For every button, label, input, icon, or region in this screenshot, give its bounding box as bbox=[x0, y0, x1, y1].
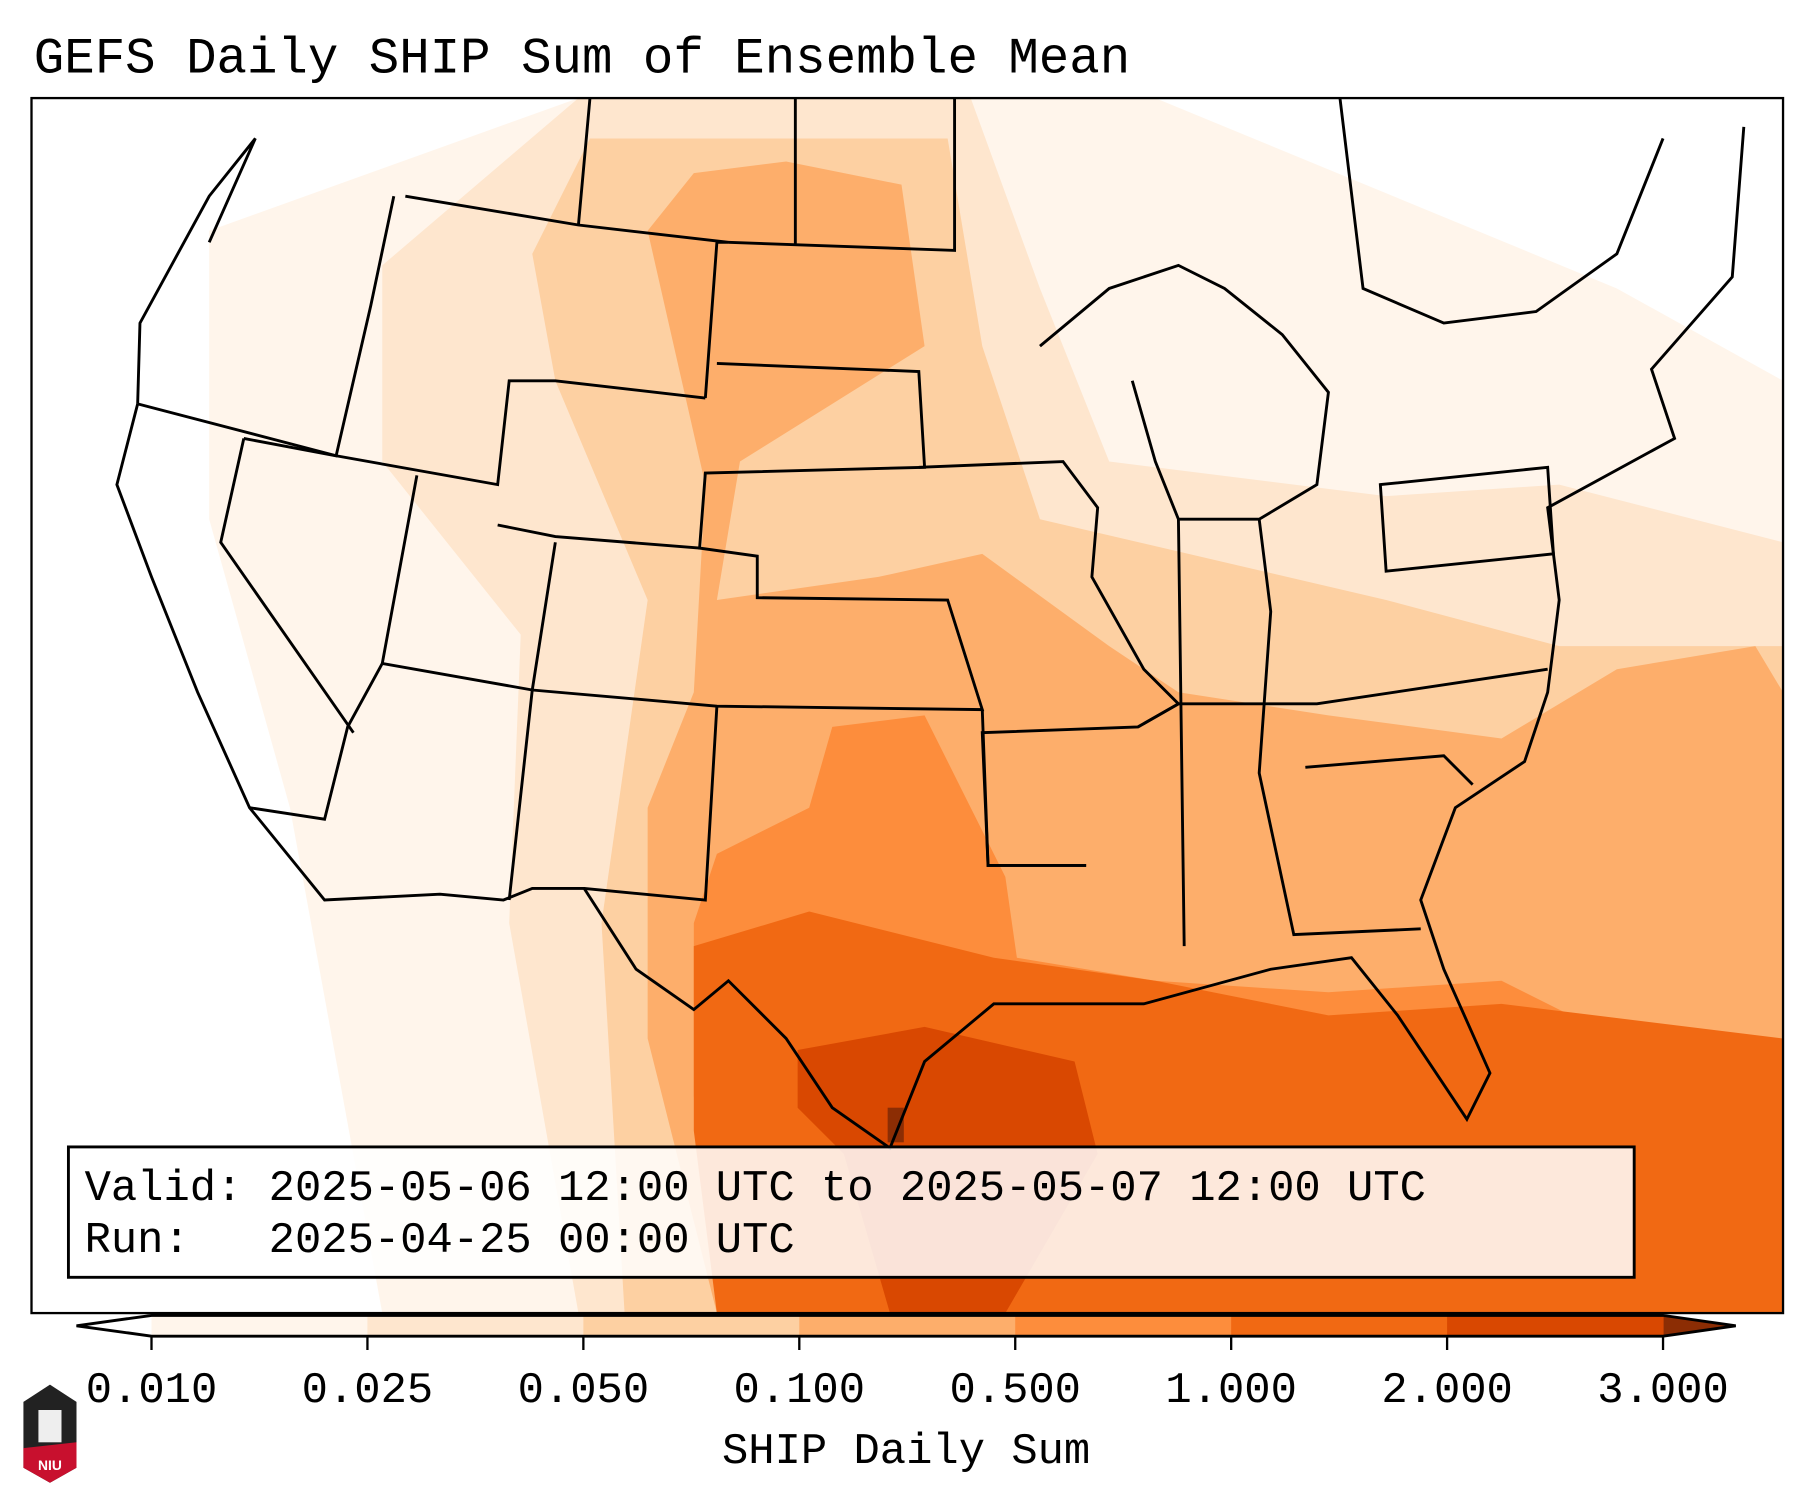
colorbar-tick-label: 1.000 bbox=[1165, 1367, 1297, 1416]
colorbar-tick-label: 0.100 bbox=[734, 1367, 866, 1416]
state-borders bbox=[115, 98, 1746, 1151]
colorbar-tick-label: 0.025 bbox=[302, 1367, 434, 1416]
run-time-text: Run: 2025-04-25 00:00 UTC bbox=[85, 1217, 795, 1266]
niu-logo: NIU bbox=[23, 1384, 77, 1483]
colorbar-tick-label: 0.010 bbox=[86, 1367, 218, 1416]
colorbar-tick-label: 2.000 bbox=[1381, 1367, 1513, 1416]
colorbar-label: SHIP Daily Sum bbox=[722, 1428, 1090, 1477]
map-panel: Valid: 2025-05-06 12:00 UTC to 2025-05-0… bbox=[30, 96, 1785, 1315]
colorbar-segment bbox=[1015, 1315, 1232, 1337]
map-frame bbox=[30, 96, 1785, 1315]
info-box: Valid: 2025-05-06 12:00 UTC to 2025-05-0… bbox=[66, 1145, 1636, 1279]
colorbar-segment bbox=[1231, 1315, 1448, 1337]
valid-time-text: Valid: 2025-05-06 12:00 UTC to 2025-05-0… bbox=[85, 1165, 1426, 1214]
colorbar-tick-label: 0.500 bbox=[949, 1367, 1081, 1416]
colorbar-over-triangle bbox=[1663, 1315, 1736, 1337]
colorbar-segment bbox=[583, 1315, 800, 1337]
figure-title: GEFS Daily SHIP Sum of Ensemble Mean bbox=[34, 32, 1130, 89]
colorbar-segment bbox=[799, 1315, 1016, 1337]
colorbar-under-triangle bbox=[76, 1315, 152, 1337]
colorbar-segment bbox=[367, 1315, 584, 1337]
colorbar: 0.010 0.025 0.050 0.100 0.500 1.000 2.000 3.000… bbox=[76, 1313, 1736, 1477]
colorbar-tick-label: 3.000 bbox=[1597, 1367, 1729, 1416]
colorbar-segment bbox=[151, 1315, 369, 1337]
shade-over-3.0 bbox=[887, 1107, 904, 1143]
colorbar-tick-label: 0.050 bbox=[518, 1367, 650, 1416]
colorbar-segment bbox=[1447, 1315, 1664, 1337]
logo-text: NIU bbox=[38, 1457, 62, 1473]
ship-shading bbox=[115, 98, 1784, 1314]
